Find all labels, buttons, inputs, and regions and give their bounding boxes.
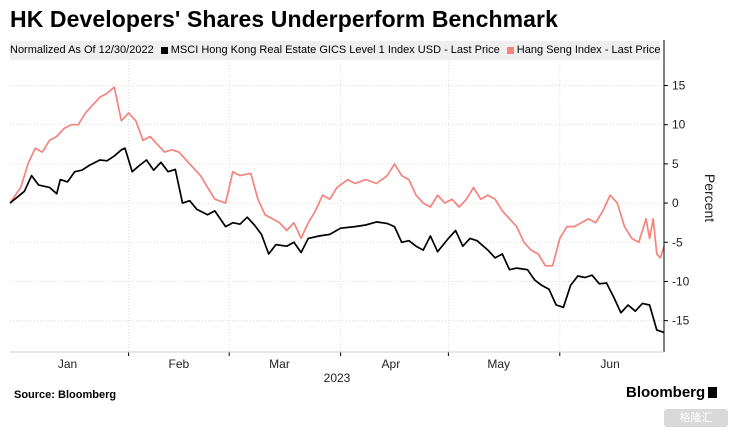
brand-label: Bloomberg	[626, 384, 706, 401]
legend-swatch-msci	[160, 47, 168, 54]
x-axis-year-label: 2023	[324, 371, 351, 385]
series-line-msci	[9, 147, 665, 334]
legend-bar: Normalized As Of 12/30/2022 MSCI Hong Ko…	[10, 41, 660, 60]
legend-label-hsi: Hang Seng Index - Last Price	[516, 44, 661, 56]
y-tick-label: -5	[672, 235, 683, 249]
x-tick-label: Apr	[382, 357, 401, 371]
y-tick-label: -15	[672, 314, 690, 328]
y-axis-label: Percent	[702, 174, 718, 222]
x-tick-label: Jun	[600, 357, 619, 371]
x-tick-label: Mar	[269, 357, 290, 371]
x-tick-label: May	[487, 357, 510, 371]
legend-note: Normalized As Of 12/30/2022	[10, 44, 154, 56]
chart-series	[9, 86, 665, 334]
y-tick-label: 0	[672, 196, 679, 210]
source-note: Source: Bloomberg	[14, 389, 117, 401]
y-tick-label: 10	[672, 118, 686, 132]
legend-label-msci: MSCI Hong Kong Real Estate GICS Level 1 …	[170, 44, 500, 56]
chart-grid	[10, 62, 664, 352]
x-tick-label: Jan	[58, 357, 77, 371]
x-tick-label: Feb	[169, 357, 190, 371]
y-tick-label: 15	[672, 79, 686, 93]
legend-swatch-hsi	[506, 47, 514, 54]
chart-axes: 15 10 5 0 -5 -10 -15 Jan Feb Mar Apr May Jun	[10, 40, 690, 371]
bloomberg-logo: Bloomberg	[626, 384, 718, 401]
watermark-badge: 格隆汇	[664, 409, 728, 427]
series-line-hang-seng	[9, 86, 665, 267]
y-tick-label: 5	[672, 157, 679, 171]
bloomberg-mark-icon	[708, 387, 718, 398]
chart-title: HK Developers' Shares Underperform Bench…	[10, 6, 558, 32]
y-tick-label: -10	[672, 274, 690, 288]
